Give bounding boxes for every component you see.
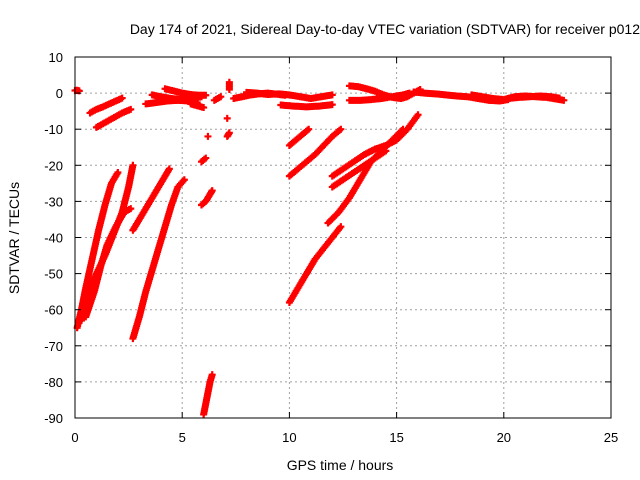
data-point xyxy=(200,104,208,112)
data-point xyxy=(127,105,135,113)
data-point xyxy=(202,154,210,162)
y-tick-label: 10 xyxy=(49,50,63,65)
x-ticks: 0 5 10 15 20 25 xyxy=(71,57,618,445)
data-point xyxy=(414,111,422,119)
y-tick-label: -20 xyxy=(44,158,63,173)
y-tick-label: -70 xyxy=(44,339,63,354)
data-point xyxy=(305,125,313,133)
grid-lines xyxy=(75,57,611,418)
x-tick-label: 20 xyxy=(497,430,511,445)
data-point xyxy=(225,85,233,93)
x-tick-label: 0 xyxy=(71,430,78,445)
y-tick-label: -50 xyxy=(44,267,63,282)
data-point xyxy=(225,129,233,137)
data-point xyxy=(180,176,188,184)
data-point xyxy=(337,125,345,133)
x-axis-label: GPS time / hours xyxy=(287,457,394,473)
data-point xyxy=(208,371,216,379)
data-point xyxy=(129,161,137,169)
y-tick-label: -90 xyxy=(44,411,63,426)
data-point xyxy=(118,94,126,102)
data-point xyxy=(556,94,564,102)
x-tick-label: 25 xyxy=(604,430,618,445)
y-axis-label: SDTVAR / TECUs xyxy=(6,182,22,294)
y-tick-label: -80 xyxy=(44,375,63,390)
y-tick-label: -30 xyxy=(44,194,63,209)
data-point xyxy=(217,93,225,101)
x-tick-label: 15 xyxy=(389,430,403,445)
data-point xyxy=(560,96,568,104)
data-point xyxy=(328,101,336,109)
data-point xyxy=(204,132,212,140)
y-ticks: 10 0 -10 -20 -30 -40 -50 -60 -70 -80 -90 xyxy=(44,50,611,426)
y-tick-label: -10 xyxy=(44,122,63,137)
data-point xyxy=(127,205,135,213)
data-point xyxy=(337,223,345,231)
y-tick-label: -40 xyxy=(44,231,63,246)
data-point xyxy=(208,187,216,195)
x-tick-label: 5 xyxy=(179,430,186,445)
data-point xyxy=(202,91,210,99)
x-tick-label: 10 xyxy=(282,430,296,445)
data-point xyxy=(114,169,122,177)
data-point xyxy=(328,91,336,99)
chart-title: Day 174 of 2021, Sidereal Day-to-day VTE… xyxy=(130,21,640,37)
data-points xyxy=(71,78,568,418)
y-tick-label: -60 xyxy=(44,303,63,318)
data-point xyxy=(165,165,173,173)
y-tick-label: 0 xyxy=(56,86,63,101)
data-point xyxy=(223,114,231,122)
